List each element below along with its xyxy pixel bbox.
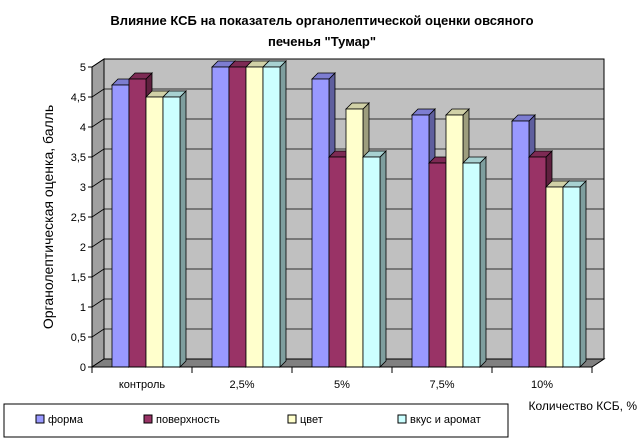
bar-front	[128, 78, 147, 368]
bar-front	[528, 156, 547, 368]
x-tick-label: 5%	[334, 379, 350, 391]
bar-front	[428, 162, 447, 368]
bar-front	[211, 66, 230, 368]
legend-label: форма	[48, 414, 84, 426]
y-tick-label: 0	[80, 362, 86, 374]
bar	[562, 180, 587, 368]
bar-front	[411, 114, 430, 368]
bar-side	[179, 90, 187, 368]
bar-side	[279, 60, 287, 368]
gridline-side	[91, 58, 105, 68]
bar-front	[262, 66, 281, 368]
y-tick-label: 5	[80, 62, 86, 74]
x-tick-label: контроль	[119, 379, 166, 391]
gridline-side	[91, 118, 105, 128]
x-tick-label: 10%	[531, 379, 553, 391]
bar-front	[328, 156, 347, 368]
gridline-side	[91, 238, 105, 248]
gridline-side	[91, 88, 105, 98]
bar-front	[362, 156, 381, 368]
bar-side	[379, 150, 387, 368]
bar-front	[345, 108, 364, 368]
plot-area: 0 0,5 1 1,5 2 2,5 3 3,5 4 4,5 5 контроль 2,5% 5% 7,5% 1…	[71, 58, 606, 391]
bar	[162, 90, 187, 368]
bar-front	[245, 66, 264, 368]
legend-swatch	[143, 414, 153, 424]
y-tick-label: 4,5	[71, 92, 86, 104]
bar	[462, 156, 487, 368]
legend-swatch	[397, 414, 407, 424]
gridline-side	[91, 178, 105, 188]
legend-swatch	[287, 414, 297, 424]
gridline-side	[91, 298, 105, 308]
legend: форма поверхность цвет вкус и аромат	[3, 403, 509, 438]
legend-box	[3, 403, 509, 438]
bar-front	[162, 96, 181, 368]
legend-label: цвет	[300, 414, 323, 426]
bar-front	[462, 162, 481, 368]
bar-front	[111, 84, 130, 368]
bar-front	[145, 96, 164, 368]
bar-front	[311, 78, 330, 368]
y-tick-label: 2,5	[71, 212, 86, 224]
bar	[362, 150, 387, 368]
y-tick-label: 3	[80, 182, 86, 194]
x-tick-label: 7,5%	[429, 379, 454, 391]
y-tick-label: 0,5	[71, 332, 86, 344]
bar-front	[511, 120, 530, 368]
x-axis-label: Количество КСБ, %	[528, 399, 637, 413]
bar-front	[228, 66, 247, 368]
y-tick-label: 4	[80, 122, 86, 134]
gridline-side	[91, 148, 105, 158]
bar-front	[545, 186, 564, 368]
legend-label: поверхность	[156, 414, 220, 426]
bar-front	[562, 186, 581, 368]
y-tick-label: 2	[80, 242, 86, 254]
gridline-side	[91, 268, 105, 278]
chart-title-line2: печенья "Тумар"	[268, 34, 376, 49]
gridline-side	[91, 208, 105, 218]
bar-side	[579, 180, 587, 368]
x-tick-label: 2,5%	[229, 379, 254, 391]
y-tick-label: 1,5	[71, 272, 86, 284]
chart-title-line1: Влияние КСБ на показатель органолептичес…	[110, 13, 533, 28]
legend-label: вкус и аромат	[410, 414, 481, 426]
bar	[262, 60, 287, 368]
bar-side	[479, 156, 487, 368]
y-tick-label: 3,5	[71, 152, 86, 164]
bar-front	[445, 114, 464, 368]
gridline-side	[91, 328, 105, 338]
y-axis-label: Органолептическая оценка, балль	[40, 105, 56, 329]
y-tick-label: 1	[80, 302, 86, 314]
legend-swatch	[35, 414, 45, 424]
